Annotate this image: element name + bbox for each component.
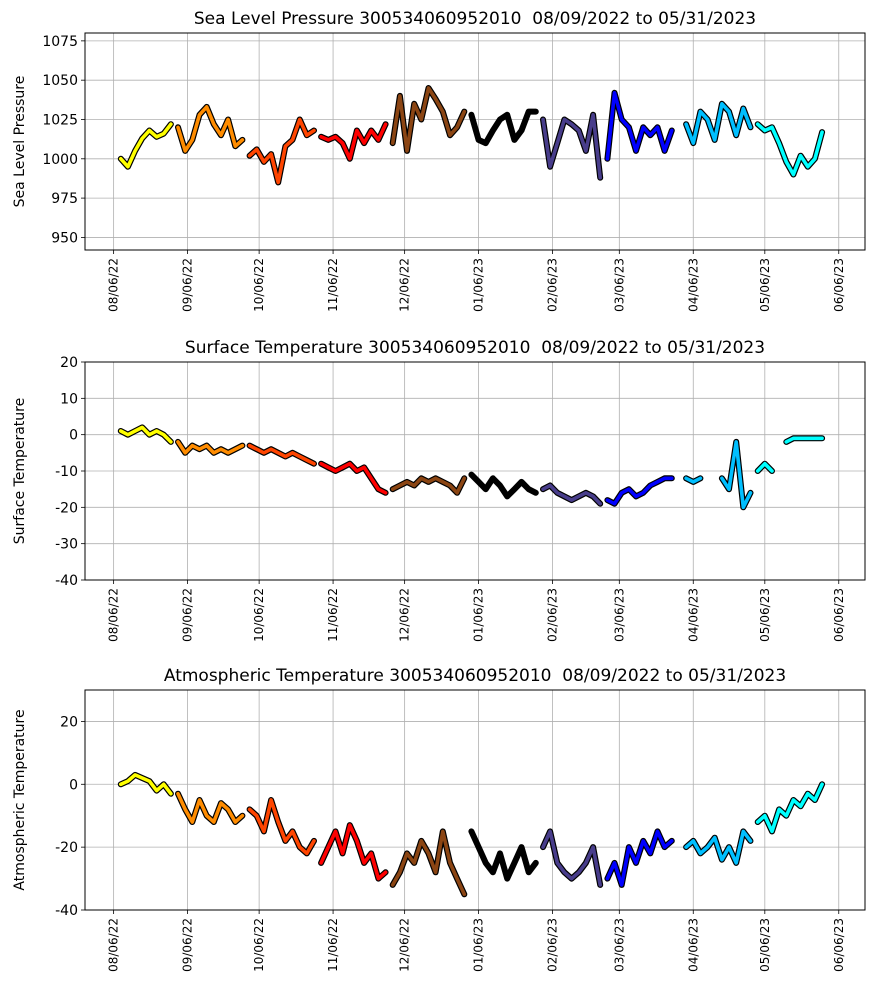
chart-title: Surface Temperature 300534060952010 08/0… [185, 338, 765, 358]
y-tick-label: 1025 [42, 112, 78, 128]
subplot: Surface Temperature 300534060952010 08/0… [12, 338, 866, 642]
subplot: Atmospheric Temperature 300534060952010 … [12, 666, 866, 972]
x-tick-label: 11/06/22 [326, 588, 340, 642]
series-line [319, 122, 388, 161]
series-line [319, 461, 388, 495]
series-line [541, 483, 602, 506]
y-tick-label: -10 [55, 464, 78, 480]
series-line [119, 122, 173, 169]
y-tick-label: 1000 [42, 152, 78, 168]
series-line [176, 105, 245, 153]
series-line [319, 823, 388, 881]
series-line [247, 798, 316, 856]
series-line [684, 102, 753, 145]
y-tick-label: -40 [55, 573, 78, 589]
axes-frame [84, 689, 866, 911]
y-tick-label: -30 [55, 537, 78, 553]
series-line [390, 476, 467, 495]
x-tick-label: 12/06/22 [398, 258, 412, 312]
series-line [684, 440, 753, 510]
series-line [755, 436, 824, 473]
x-tick-label: 12/06/22 [398, 588, 412, 642]
y-tick-label: 0 [69, 428, 78, 444]
x-tick-label: 02/06/23 [546, 588, 560, 642]
y-tick-label: 10 [60, 391, 78, 407]
x-tick-label: 09/06/22 [181, 918, 195, 972]
series-line [390, 86, 467, 153]
y-tick-label: 20 [60, 714, 78, 730]
series-line [605, 91, 674, 161]
series-line [119, 773, 173, 796]
y-tick-label: 950 [51, 230, 78, 246]
x-tick-label: 10/06/22 [252, 588, 266, 642]
x-tick-label: 04/06/23 [686, 258, 700, 312]
y-axis-label: Surface Temperature [12, 398, 28, 544]
x-tick-label: 08/06/22 [107, 258, 121, 312]
y-tick-label: 0 [69, 777, 78, 793]
x-tick-label: 04/06/23 [686, 918, 700, 972]
x-tick-label: 10/06/22 [252, 258, 266, 312]
series-line [176, 440, 245, 455]
x-tick-label: 10/06/22 [252, 918, 266, 972]
y-tick-label: -40 [55, 903, 78, 919]
x-tick-label: 03/06/23 [612, 258, 626, 312]
series-line [469, 829, 538, 881]
x-tick-label: 09/06/22 [181, 258, 195, 312]
y-tick-label: -20 [55, 840, 78, 856]
x-tick-label: 06/06/23 [832, 918, 846, 972]
series-line [684, 829, 753, 865]
series-line [541, 113, 602, 180]
y-axis-label: Atmospheric Temperature [12, 709, 28, 890]
x-tick-label: 02/06/23 [546, 918, 560, 972]
x-tick-label: 01/06/23 [472, 588, 486, 642]
x-tick-label: 04/06/23 [686, 588, 700, 642]
chart-title: Atmospheric Temperature 300534060952010 … [164, 666, 786, 686]
series-line [247, 443, 316, 466]
axes-frame [84, 361, 866, 581]
x-tick-label: 05/06/23 [758, 588, 772, 642]
x-tick-label: 09/06/22 [181, 588, 195, 642]
series-line [755, 122, 824, 177]
subplot: Sea Level Pressure 300534060952010 08/09… [12, 9, 866, 312]
series-line [176, 791, 245, 824]
x-tick-label: 03/06/23 [612, 588, 626, 642]
series-line [541, 829, 602, 887]
x-tick-label: 11/06/22 [326, 918, 340, 972]
x-tick-label: 05/06/23 [758, 258, 772, 312]
series-line [119, 425, 173, 444]
axes-frame [84, 32, 866, 251]
series-line [469, 109, 538, 145]
series-outline [117, 121, 174, 170]
series-line [247, 117, 316, 185]
x-tick-label: 06/06/23 [832, 588, 846, 642]
x-tick-label: 06/06/23 [832, 258, 846, 312]
x-tick-label: 03/06/23 [612, 918, 626, 972]
x-tick-label: 01/06/23 [472, 918, 486, 972]
series-line [605, 829, 674, 887]
plot-area [117, 424, 826, 511]
plot-area [117, 771, 826, 898]
x-tick-label: 05/06/23 [758, 918, 772, 972]
y-tick-label: -20 [55, 500, 78, 516]
y-axis-label: Sea Level Pressure [12, 76, 28, 208]
y-tick-label: 1050 [42, 73, 78, 89]
y-tick-label: 975 [51, 191, 78, 207]
series-line [605, 476, 674, 506]
series-line [469, 472, 538, 499]
y-tick-label: 1075 [42, 34, 78, 50]
x-tick-label: 02/06/23 [546, 258, 560, 312]
x-tick-label: 01/06/23 [472, 258, 486, 312]
x-tick-label: 11/06/22 [326, 258, 340, 312]
series-line [390, 829, 467, 897]
x-tick-label: 12/06/22 [398, 918, 412, 972]
series-line [755, 782, 824, 834]
chart-title: Sea Level Pressure 300534060952010 08/09… [194, 9, 756, 29]
plot-area [117, 85, 826, 186]
x-tick-label: 08/06/22 [107, 588, 121, 642]
y-tick-label: 20 [60, 355, 78, 371]
x-tick-label: 08/06/22 [107, 918, 121, 972]
